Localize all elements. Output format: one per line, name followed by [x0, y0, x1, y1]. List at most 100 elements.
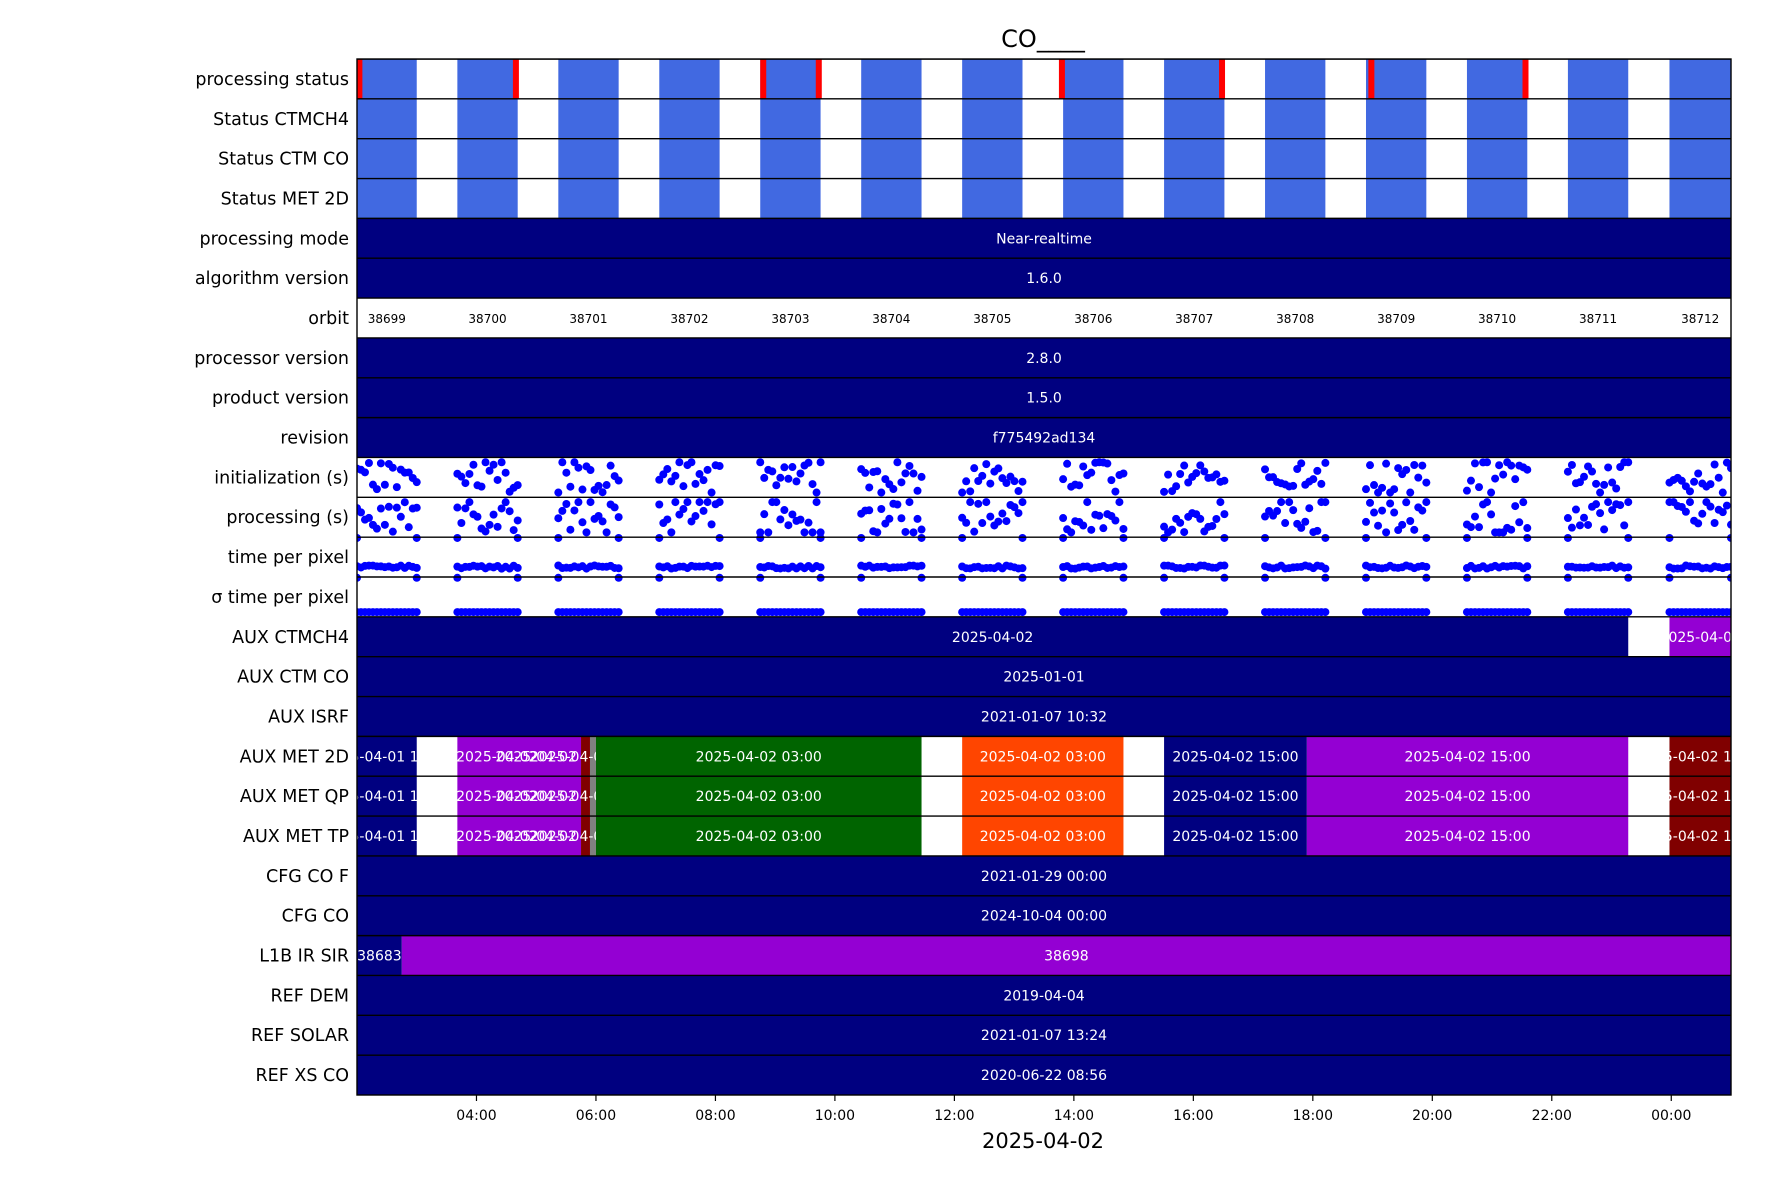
data-point: [1608, 506, 1617, 515]
orbit-bar: [1164, 59, 1225, 99]
segment-bar: [1306, 776, 1629, 817]
segment-label: 2025-04-01 15:00: [324, 789, 450, 805]
data-point: [1710, 518, 1719, 527]
data-point: [485, 520, 494, 529]
orbit-bar: [861, 98, 922, 139]
orbit-bar: [861, 138, 922, 179]
data-point: [978, 471, 987, 480]
segment-bar: [357, 895, 1731, 936]
orbit-bar: [1365, 138, 1427, 179]
row-status-ctm-co: [357, 137, 1731, 179]
row-initialization-s: [357, 456, 1731, 497]
data-point: [1567, 460, 1576, 469]
data-point: [1600, 525, 1609, 534]
data-point: [1710, 460, 1719, 469]
data-point: [715, 608, 724, 617]
data-point: [816, 533, 825, 542]
data-point: [509, 526, 518, 535]
row-processing-status: [357, 59, 1731, 99]
segment-label: 2020-06-22 08:56: [981, 1068, 1107, 1084]
data-point: [1200, 467, 1209, 476]
segment-bar: [357, 736, 417, 777]
data-point: [707, 488, 716, 497]
x-axis-ticks: 04:00 06:00 08:00 10:00 12:00 14:00 16:00 18:00…: [456, 1095, 1691, 1124]
data-point: [756, 458, 765, 467]
data-point: [1624, 563, 1633, 572]
segment-label: 2025-04-02 15:00: [1404, 749, 1530, 765]
data-point: [493, 522, 502, 531]
data-point: [776, 515, 785, 524]
row-label: AUX MET TP: [243, 827, 349, 847]
row-label: processing status: [195, 70, 349, 90]
data-point: [1220, 533, 1229, 542]
data-point: [1722, 458, 1731, 467]
data-point: [1281, 519, 1290, 528]
data-point: [1176, 470, 1185, 479]
data-point: [412, 573, 421, 582]
data-point: [816, 458, 825, 467]
data-point: [857, 533, 866, 542]
data-point: [1563, 533, 1572, 542]
error-marker: [1219, 59, 1226, 99]
orbit-bar: [1567, 98, 1629, 139]
x-tick-label: 00:00: [1651, 1108, 1691, 1124]
data-point: [513, 481, 522, 490]
segment-bar: [1669, 816, 1731, 856]
orbit-bar: [558, 98, 619, 139]
data-point: [1208, 521, 1217, 530]
data-point: [578, 518, 587, 527]
data-point: [1103, 459, 1112, 468]
error-marker: [815, 59, 822, 99]
data-point: [1095, 511, 1104, 520]
row-aux-ctmch4: 2025-04-02 2025-04-03: [357, 616, 1731, 657]
orbit-number: 38701: [569, 312, 607, 326]
data-point: [1714, 473, 1723, 482]
data-point: [489, 510, 498, 519]
data-point: [812, 498, 821, 507]
data-point: [453, 573, 462, 582]
data-point: [962, 477, 971, 486]
row-label: CFG CO F: [266, 867, 349, 887]
data-point: [893, 500, 902, 509]
data-point: [1475, 483, 1484, 492]
segment-label: 38698: [1044, 949, 1089, 965]
row-label: orbit: [308, 309, 349, 329]
row-processing-mode: Near-realtime: [357, 217, 1731, 259]
data-point: [497, 504, 506, 513]
data-point: [493, 475, 502, 484]
data-point: [1483, 458, 1492, 467]
data-point: [384, 502, 393, 511]
row-label: Status MET 2D: [221, 189, 349, 209]
data-point: [756, 573, 765, 582]
data-point: [1685, 498, 1694, 507]
orbit-bar: [357, 138, 417, 179]
row-product-version: 1.5.0: [357, 377, 1731, 418]
segment-bar: [357, 935, 402, 976]
data-point: [1119, 573, 1128, 582]
segment-label: 2025-04-02 15:00: [1637, 789, 1763, 805]
data-point: [671, 471, 680, 480]
data-point: [1083, 498, 1092, 507]
segment-bar: [1164, 776, 1307, 817]
data-point: [1592, 500, 1601, 509]
data-point: [497, 458, 506, 467]
row-status-ctmch4: [357, 98, 1731, 139]
data-point: [1018, 533, 1027, 542]
orbit-number: 38704: [872, 312, 910, 326]
row-label: L1B IR SIR: [259, 947, 349, 967]
data-point: [1261, 533, 1270, 542]
data-point: [1495, 461, 1504, 470]
orbit-bar: [357, 178, 417, 219]
orbit-bar: [1567, 178, 1629, 219]
data-point: [461, 479, 470, 488]
orbit-bar: [962, 138, 1023, 179]
data-point: [1487, 510, 1496, 519]
data-point: [796, 515, 805, 524]
segment-bar: [581, 816, 590, 856]
segment-label: f775492ad134: [993, 431, 1096, 447]
data-point: [901, 527, 910, 536]
error-marker: [357, 59, 363, 99]
data-point: [1604, 498, 1613, 507]
row-l1b-ir-sir: 38683 38698: [357, 934, 1731, 976]
